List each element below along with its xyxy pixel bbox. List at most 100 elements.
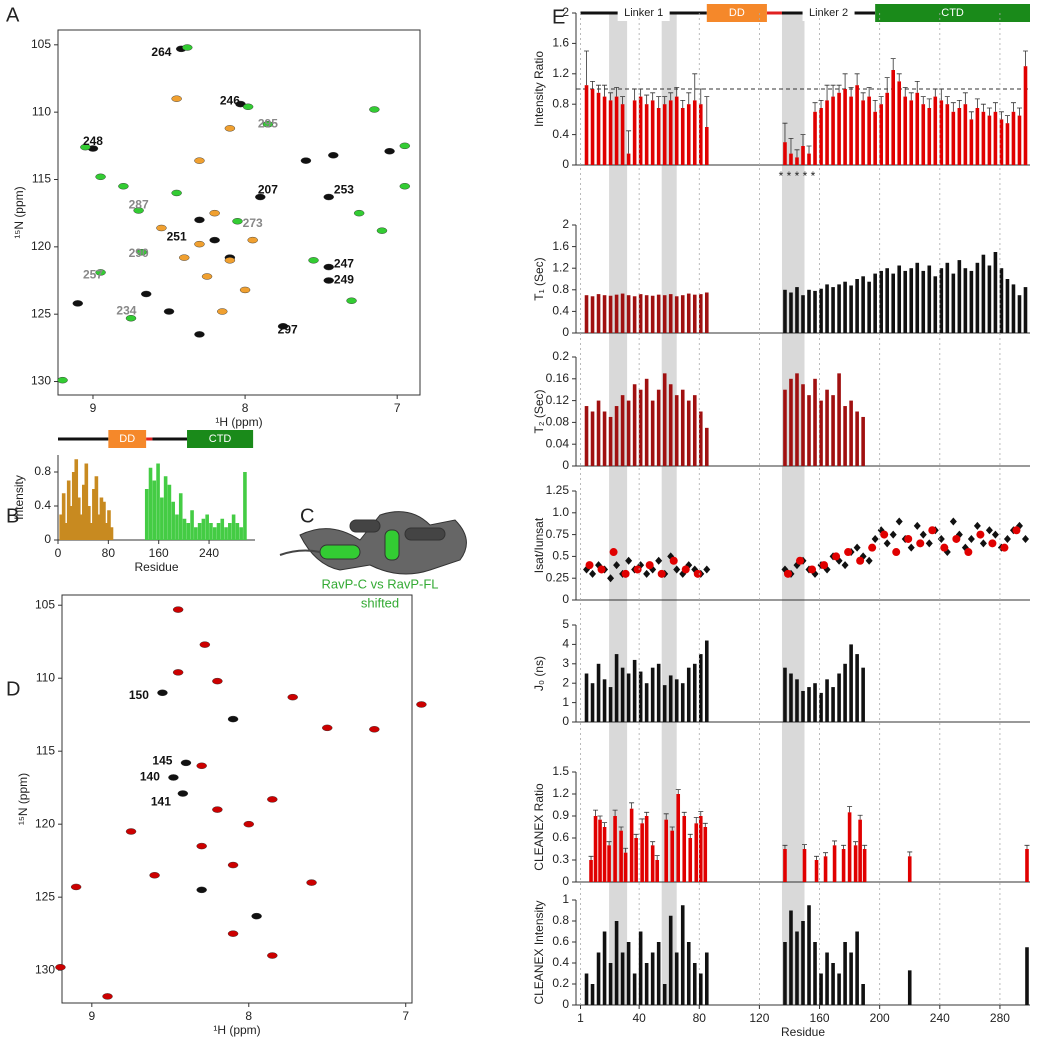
- y-axis-label: CLEANEX Ratio: [532, 783, 546, 871]
- peak-label: 141: [151, 794, 171, 808]
- peak: [353, 209, 365, 217]
- error-bar: [980, 103, 986, 112]
- point: [853, 543, 861, 552]
- bar: [596, 92, 601, 165]
- error-bar: [847, 806, 853, 813]
- error-bar: [836, 84, 842, 93]
- bar: [819, 288, 823, 333]
- point: [832, 552, 841, 561]
- y-tick-label: 130: [35, 962, 55, 976]
- peak: [306, 879, 317, 886]
- x-tick-label: 200: [870, 1011, 890, 1025]
- caption: shifted: [361, 595, 399, 610]
- peak: [209, 236, 220, 244]
- bar: [704, 427, 709, 466]
- point: [795, 556, 804, 565]
- peak: [262, 121, 274, 128]
- point: [904, 534, 913, 543]
- y-tick-label: 125: [35, 889, 55, 903]
- bar: [175, 514, 179, 540]
- peak-label: 207: [258, 182, 278, 196]
- y-tick-label: 1.6: [552, 36, 569, 50]
- bar: [993, 252, 998, 333]
- bar: [807, 395, 811, 466]
- bar: [873, 111, 877, 165]
- bar: [650, 295, 655, 333]
- peak: [227, 861, 239, 869]
- bar: [608, 295, 613, 333]
- bar: [789, 292, 793, 333]
- peak: [168, 774, 179, 781]
- bar: [853, 845, 858, 882]
- peak: [267, 796, 278, 803]
- peak: [328, 152, 339, 159]
- bar: [855, 931, 859, 1005]
- bar: [602, 295, 607, 333]
- x-tick-label: 160: [149, 546, 169, 560]
- peak: [346, 297, 357, 304]
- bar: [993, 111, 998, 165]
- peak: [196, 842, 207, 850]
- bar: [638, 671, 643, 722]
- bar: [969, 270, 974, 333]
- bar: [584, 406, 589, 466]
- point: [880, 530, 889, 539]
- peak: [217, 308, 228, 315]
- peak: [157, 689, 168, 697]
- error-bar: [950, 102, 956, 112]
- point: [633, 565, 642, 574]
- peak: [399, 142, 410, 150]
- error-bar: [644, 811, 650, 816]
- bar: [205, 514, 209, 540]
- y-tick-label: 130: [31, 374, 51, 388]
- error-bar: [824, 84, 830, 101]
- peak: [182, 44, 193, 51]
- bar: [837, 973, 841, 1005]
- bar: [590, 984, 595, 1005]
- peak: [171, 95, 182, 102]
- point: [952, 534, 961, 543]
- bar: [891, 273, 895, 333]
- bar: [831, 687, 835, 722]
- y-tick-label: 110: [32, 104, 51, 118]
- shaded-region: [781, 13, 805, 1005]
- bar: [614, 921, 619, 1005]
- bar: [945, 104, 950, 165]
- point: [991, 530, 999, 539]
- point: [940, 543, 949, 552]
- bar: [819, 108, 823, 165]
- bar: [644, 378, 649, 466]
- x-axis-label: ¹H (ppm): [213, 1023, 260, 1037]
- error-bar: [644, 94, 650, 105]
- bar: [171, 501, 175, 540]
- error-bar: [606, 841, 612, 846]
- bar: [831, 96, 835, 165]
- bar: [602, 96, 607, 165]
- error-bar: [862, 844, 868, 849]
- point: [925, 539, 933, 548]
- y-tick-label: 1: [562, 695, 569, 709]
- bar: [686, 400, 691, 466]
- shaded-region: [609, 13, 628, 1005]
- error-bar: [920, 96, 926, 105]
- error-bar: [800, 134, 806, 146]
- bar: [783, 142, 787, 165]
- segment-label: Linker 2: [809, 7, 848, 19]
- peak: [57, 376, 68, 384]
- peak: [125, 315, 137, 322]
- bar: [680, 389, 685, 466]
- domain-label: CTD: [209, 433, 232, 445]
- bar: [674, 952, 679, 1005]
- bar: [160, 497, 164, 540]
- bar: [783, 289, 787, 333]
- error-bar: [633, 833, 639, 838]
- peak: [322, 724, 333, 732]
- point: [783, 569, 792, 578]
- bar: [626, 400, 631, 466]
- bar: [692, 100, 697, 165]
- point: [609, 548, 618, 557]
- y-tick-label: 0.6: [552, 934, 569, 948]
- peak: [399, 183, 410, 190]
- bar: [855, 654, 859, 722]
